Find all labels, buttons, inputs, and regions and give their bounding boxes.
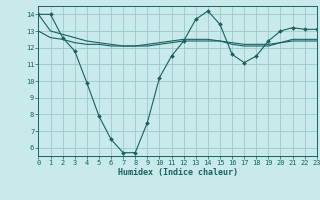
X-axis label: Humidex (Indice chaleur): Humidex (Indice chaleur)	[118, 168, 238, 177]
